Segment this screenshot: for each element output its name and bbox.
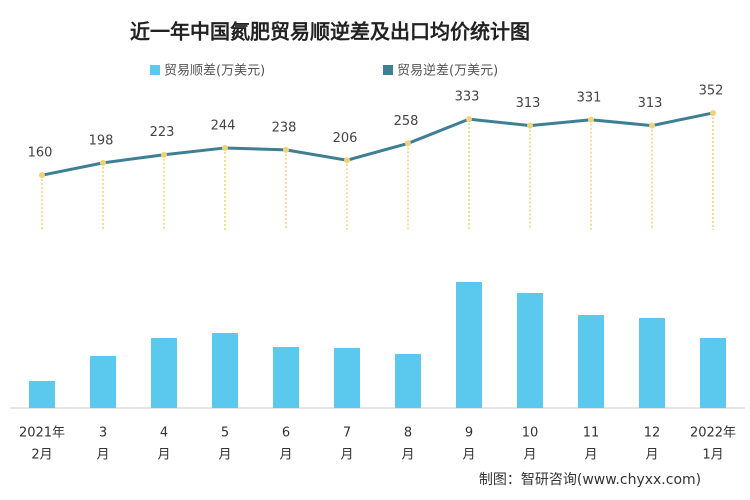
legend-label: 贸易顺差(万美元) [164, 64, 265, 79]
x-tick-label: 月 [462, 448, 475, 463]
legend-swatch [383, 65, 393, 75]
point [649, 122, 655, 129]
x-tick-label: 月 [96, 448, 109, 463]
point [710, 109, 716, 116]
bar [395, 354, 421, 408]
bar [151, 338, 177, 408]
x-tick-label: 7 [343, 426, 351, 441]
value-label: 244 [211, 118, 236, 133]
source: 制图：智研咨询(www.chyxx.com) [479, 472, 701, 488]
value-label: 223 [150, 125, 175, 140]
value-label: 160 [28, 146, 53, 161]
x-tick-label: 月 [584, 448, 597, 463]
x-tick-label: 2022年 [690, 426, 736, 441]
value-label: 352 [699, 83, 724, 98]
point [344, 157, 350, 164]
point [588, 116, 594, 123]
chart-title: 近一年中国氮肥贸易顺逆差及出口均价统计图 [130, 20, 530, 44]
point [527, 122, 533, 129]
point [405, 140, 411, 147]
point [283, 146, 289, 153]
value-label: 313 [638, 96, 663, 111]
x-tick-label: 12 [644, 426, 661, 441]
x-tick-label: 2021年 [19, 426, 65, 441]
x-tick-label: 9 [465, 426, 473, 441]
x-tick-label: 月 [279, 448, 292, 463]
x-tick-label: 2月 [31, 448, 52, 463]
x-tick-label: 6 [282, 426, 290, 441]
bar [700, 338, 726, 408]
value-label: 333 [455, 90, 480, 105]
bar [90, 356, 116, 408]
bar [273, 347, 299, 408]
x-tick-label: 1月 [702, 448, 723, 463]
point [222, 144, 228, 151]
point [39, 172, 45, 179]
x-tick-label: 月 [340, 448, 353, 463]
point [100, 159, 106, 166]
x-tick-label: 4 [160, 426, 168, 441]
bar [578, 315, 604, 408]
value-label: 313 [516, 96, 541, 111]
x-tick-label: 10 [522, 426, 539, 441]
x-tick-label: 8 [404, 426, 412, 441]
x-tick-label: 月 [645, 448, 658, 463]
x-tick-label: 月 [157, 448, 170, 463]
bar [29, 381, 55, 408]
point [466, 116, 472, 123]
x-tick-label: 11 [583, 426, 600, 441]
legend-label: 贸易逆差(万美元) [397, 63, 498, 79]
x-tick-label: 月 [523, 448, 536, 463]
value-label: 206 [333, 131, 358, 146]
x-tick-label: 月 [401, 448, 414, 463]
bar [212, 333, 238, 408]
line [41, 111, 714, 177]
bar [639, 318, 665, 408]
value-label: 331 [577, 90, 602, 105]
x-tick-label: 3 [99, 426, 107, 441]
value-label: 258 [394, 114, 419, 129]
point [161, 151, 167, 158]
value-label: 238 [272, 120, 297, 135]
x-tick-label: 5 [221, 426, 229, 441]
bar [334, 348, 360, 408]
legend-swatch [150, 65, 160, 75]
value-label: 198 [89, 133, 114, 148]
x-tick-label: 月 [218, 448, 231, 463]
bar [517, 293, 543, 408]
bar [456, 282, 482, 408]
